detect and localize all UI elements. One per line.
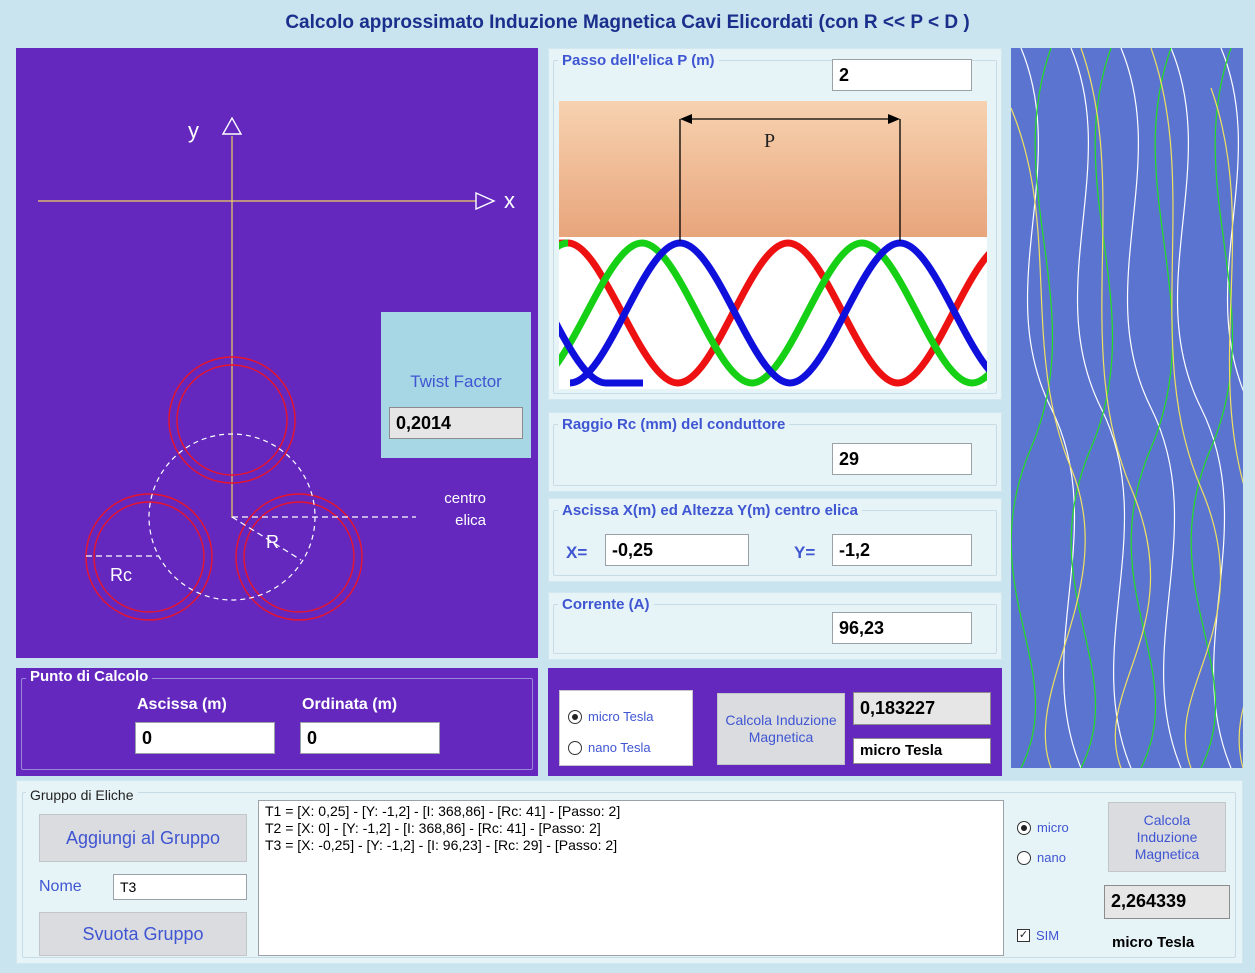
unit-radio-box [559, 690, 693, 766]
gruppo-calcola-button[interactable]: Calcola Induzione Magnetica [1108, 802, 1226, 872]
strip-green-3 [1130, 48, 1174, 768]
helix-strip [1011, 48, 1243, 768]
ordinata-punto-label: Ordinata (m) [302, 696, 398, 713]
nano-tesla-radio-dot[interactable] [568, 740, 582, 755]
sim-checkbox[interactable]: ✓ SIM [1017, 928, 1059, 943]
raggio-input[interactable]: 29 [832, 443, 972, 475]
micro-tesla-radio-dot[interactable] [568, 709, 582, 724]
conductor-right-outer [235, 493, 363, 621]
y-axis-label: y [188, 118, 199, 143]
nome-input[interactable]: T3 [113, 874, 247, 900]
ascissa-label: Ascissa X(m) ed Altezza Y(m) centro elic… [558, 502, 862, 519]
calcola-button[interactable]: Calcola Induzione Magnetica [717, 693, 845, 765]
nano-radio[interactable]: nano [1017, 850, 1066, 865]
micro-tesla-label: micro Tesla [588, 709, 654, 724]
gruppo-result: 2,264339 [1104, 885, 1230, 919]
micro-radio[interactable]: micro [1017, 820, 1069, 835]
nano-label: nano [1037, 850, 1066, 865]
nano-tesla-label: nano Tesla [588, 740, 651, 755]
x-axis-label: x [504, 188, 515, 213]
strip-yellow-1 [1011, 107, 1086, 768]
twist-factor-label: Twist Factor [410, 372, 502, 391]
calc-unit: micro Tesla [853, 738, 991, 764]
strip-yellow-2 [1080, 48, 1152, 768]
cross-section-svg: y x R Rc [38, 116, 515, 621]
strip-green-1 [1011, 48, 1054, 768]
helix-strip-svg [1011, 48, 1243, 768]
ascissa-punto-label: Ascissa (m) [137, 696, 227, 713]
center-helix-label: centro elica [444, 490, 486, 529]
passo-input[interactable]: 2 [832, 59, 972, 91]
eliche-list[interactable]: T1 = [X: 0,25] - [Y: -1,2] - [I: 368,86]… [258, 800, 1004, 956]
gruppo-label: Gruppo di Eliche [26, 787, 138, 803]
svuota-gruppo-button[interactable]: Svuota Gruppo [39, 912, 247, 956]
conductor-top-outer [168, 356, 296, 484]
twist-factor-panel: Twist Factor 0,2014 [381, 312, 531, 458]
micro-radio-dot[interactable] [1017, 820, 1031, 835]
pitch-label: P [764, 130, 775, 152]
corrente-input[interactable]: 96,23 [832, 612, 972, 644]
punto-calcolo-panel [16, 668, 538, 776]
strip-white-2 [1070, 48, 1132, 768]
calc-result: 0,183227 [853, 692, 991, 725]
aggiungi-gruppo-button[interactable]: Aggiungi al Gruppo [39, 814, 247, 862]
nome-label: Nome [39, 878, 82, 895]
app-title: Calcolo approssimato Induzione Magnetica… [285, 12, 970, 33]
strip-green-4 [1190, 48, 1234, 768]
sim-label: SIM [1036, 928, 1060, 943]
list-item[interactable]: T3 = [X: -0,25] - [Y: -1,2] - [I: 96,23]… [265, 837, 618, 853]
micro-tesla-radio[interactable]: micro Tesla [568, 709, 654, 724]
strip-white-4 [1170, 48, 1232, 768]
conductor-left-outer [85, 493, 213, 621]
x-axis-arrow [475, 191, 496, 211]
wave-green [559, 239, 987, 387]
rc-label: Rc [110, 565, 132, 585]
y-axis-arrow [221, 116, 243, 135]
corrente-groupbox [553, 604, 997, 654]
punto-groupbox [21, 678, 533, 770]
y-label: Y= [794, 543, 816, 562]
helix-illustration: P [559, 101, 987, 389]
wave-red [559, 239, 987, 387]
strip-green-2 [1070, 48, 1114, 768]
punto-label: Punto di Calcolo [26, 668, 153, 685]
passo-label: Passo dell'elica P (m) [558, 52, 719, 69]
x-label: X= [566, 543, 588, 562]
strip-yellow-3 [1150, 48, 1222, 768]
ordinata-punto-input[interactable]: 0 [300, 722, 440, 754]
twist-factor-value: 0,2014 [389, 407, 523, 439]
conductor-right-inner [243, 501, 355, 613]
gruppo-unit: micro Tesla [1112, 934, 1195, 951]
ascissa-punto-input[interactable]: 0 [135, 722, 275, 754]
strip-white-3 [1120, 48, 1182, 768]
passo-groupbox [553, 60, 997, 394]
sim-check-icon[interactable]: ✓ [1017, 929, 1030, 942]
helix-waves-svg: P [559, 101, 987, 389]
conductor-top-inner [176, 364, 288, 476]
radius-line [231, 516, 302, 561]
nano-tesla-radio[interactable]: nano Tesla [568, 740, 651, 755]
strip-white-1 [1020, 48, 1082, 768]
micro-label: micro [1037, 820, 1069, 835]
list-item[interactable]: T1 = [X: 0,25] - [Y: -1,2] - [I: 368,86]… [265, 803, 621, 819]
y-center-input[interactable]: -1,2 [832, 534, 972, 566]
corrente-label: Corrente (A) [558, 596, 654, 613]
nano-radio-dot[interactable] [1017, 850, 1031, 865]
raggio-label: Raggio Rc (mm) del conduttore [558, 416, 790, 433]
strip-yellow-4 [1210, 87, 1243, 768]
wave-blue [559, 239, 987, 387]
list-item[interactable]: T2 = [X: 0] - [Y: -1,2] - [I: 368,86] - … [265, 820, 601, 836]
gruppo-groupbox [22, 792, 1236, 958]
r-label: R [266, 532, 279, 552]
conductor-left-inner [93, 501, 205, 613]
x-center-input[interactable]: -0,25 [605, 534, 749, 566]
strip-white-5 [1220, 48, 1243, 392]
